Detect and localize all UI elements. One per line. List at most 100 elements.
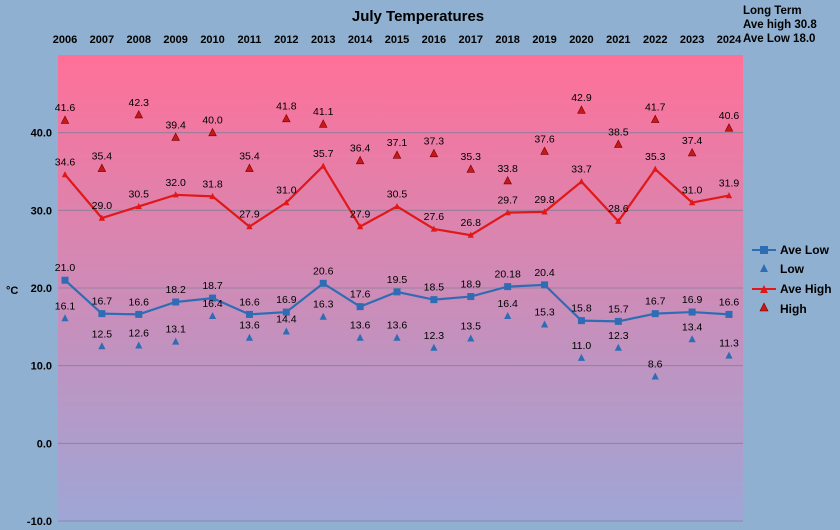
x-category-label: 2023 — [680, 34, 704, 46]
high-point — [614, 139, 623, 148]
high-point — [429, 148, 439, 158]
ave-high-point — [430, 225, 438, 232]
ave-high-data-label: 29.7 — [497, 195, 518, 207]
x-category-label: 2019 — [532, 34, 556, 46]
ave-low-point — [688, 308, 696, 316]
ave-low-point — [282, 308, 290, 316]
low-data-label: 15.3 — [534, 307, 555, 319]
low-point — [61, 314, 69, 322]
y-axis-ticks: -10.0 0.0 10.0 20.0 30.0 40.0 — [27, 128, 52, 528]
low-point — [319, 312, 327, 320]
ave-low-data-label: 18.9 — [461, 279, 482, 291]
low-point — [688, 335, 696, 343]
ave-high-point — [652, 165, 659, 172]
low-point — [172, 337, 180, 345]
low-point — [356, 333, 364, 341]
ave-low-point — [135, 310, 143, 318]
annotation-long-term: Long Term — [743, 5, 802, 17]
y-tick-label: 0.0 — [37, 438, 52, 450]
low-point — [245, 333, 254, 341]
legend-high-triangle — [759, 302, 769, 312]
high-point — [503, 175, 512, 185]
legend-item-low: Low — [760, 262, 805, 276]
ave-low-point — [319, 279, 327, 287]
legend-ave-high-marker — [760, 285, 768, 293]
ave-high-point — [615, 217, 622, 224]
x-category-label: 2017 — [459, 34, 483, 46]
ave-high-data-label: 27.9 — [239, 209, 260, 221]
legend-item-ave-low: Ave Low — [752, 243, 830, 257]
legend-item-high: High — [759, 302, 807, 316]
high-data-label: 35.4 — [239, 150, 260, 162]
high-point — [208, 127, 217, 137]
ave-low-data-label: 21.0 — [55, 262, 76, 274]
ave-low-data-label: 18.7 — [202, 280, 223, 292]
ave-low-data-label: 18.2 — [165, 284, 186, 296]
ave-low-data-label: 15.8 — [571, 303, 592, 315]
x-category-label: 2016 — [422, 34, 446, 46]
ave-high-point — [246, 223, 253, 230]
ave-high-point — [725, 192, 733, 199]
annotation-ave-low: Ave Low 18.0 — [743, 33, 815, 45]
x-category-label: 2021 — [606, 34, 630, 46]
ave-low-data-label: 20.4 — [534, 267, 555, 279]
low-data-label: 11.3 — [719, 338, 739, 350]
high-data-label: 37.1 — [387, 137, 408, 149]
legend-label-ave-high: Ave High — [780, 282, 832, 296]
ave-low-point — [614, 317, 622, 325]
ave-high-point — [356, 223, 364, 230]
ave-high-point — [209, 192, 216, 199]
ave-high-point — [283, 199, 290, 206]
ave-high-data-label: 31.0 — [276, 185, 297, 197]
ave-low-point — [393, 288, 401, 296]
low-point — [614, 343, 622, 351]
low-point — [430, 343, 438, 351]
low-data-label: 12.3 — [424, 330, 445, 342]
y-tick-label: 30.0 — [31, 205, 52, 217]
low-point — [577, 353, 586, 361]
x-category-label: 2018 — [495, 34, 519, 46]
low-data-label: 16.1 — [55, 300, 76, 312]
ave-high-point — [172, 191, 179, 198]
x-category-label: 2011 — [238, 34, 262, 46]
x-category-label: 2013 — [311, 34, 335, 46]
x-axis-categories: 2006 2007 2008 2009 2010 2011 2012 2013 2014 2015… — [53, 34, 742, 46]
x-category-label: 2008 — [127, 34, 151, 46]
y-tick-label: -10.0 — [27, 516, 52, 528]
ave-low-data-label: 20.18 — [495, 269, 521, 281]
ave-low-data-label: 16.7 — [645, 296, 666, 308]
ave-low-data-label: 16.9 — [276, 294, 297, 306]
ave-low-data-label: 18.5 — [424, 282, 445, 294]
x-category-label: 2020 — [569, 34, 593, 46]
x-category-label: 2015 — [385, 34, 409, 46]
ave-low-data-label: 16.6 — [239, 296, 260, 308]
high-data-label: 37.3 — [424, 136, 445, 148]
ave-high-point — [467, 231, 474, 238]
ave-high-data-label: 27.6 — [424, 211, 445, 223]
ave-high-point — [504, 209, 511, 216]
legend-low-triangle — [760, 264, 768, 272]
ave-high-data-label: 31.9 — [719, 178, 740, 190]
legend-label-ave-low: Ave Low — [780, 243, 830, 257]
high-data-label: 41.6 — [55, 102, 76, 114]
ave-low-point — [504, 283, 512, 291]
low-point — [282, 327, 290, 335]
low-data-label: 11.0 — [572, 340, 592, 352]
ave-low-data-label: 16.7 — [92, 296, 113, 308]
low-point — [135, 341, 143, 349]
y-tick-label: 20.0 — [31, 283, 52, 295]
ave-low-point — [245, 310, 253, 318]
high-data-label: 36.4 — [350, 143, 371, 155]
high-data-label: 37.4 — [682, 135, 703, 147]
low-data-label: 12.3 — [608, 330, 629, 342]
high-point — [134, 109, 144, 119]
high-point — [245, 163, 254, 172]
ave-high-data-label: 34.6 — [55, 157, 76, 169]
ave-high-data-label: 30.5 — [387, 188, 408, 200]
ave-high-data-label: 32.0 — [165, 177, 186, 189]
low-point — [540, 320, 549, 328]
ave-high-data-label: 30.5 — [129, 188, 150, 200]
annotation-ave-high: Ave high 30.8 — [743, 19, 817, 31]
ave-high-point — [578, 178, 585, 185]
